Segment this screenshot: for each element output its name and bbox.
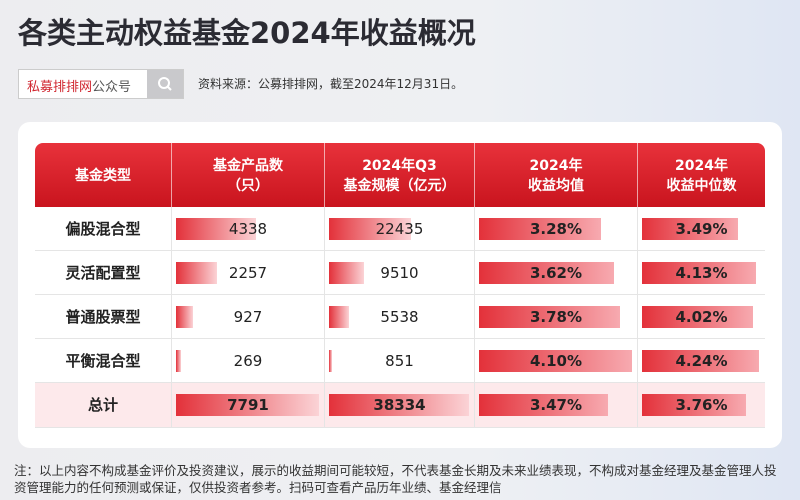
data-bar <box>479 394 609 416</box>
cell-value: 927 <box>233 308 263 326</box>
data-bar <box>642 218 739 240</box>
cell-value: 38334 <box>373 396 426 414</box>
data-bar <box>329 262 364 284</box>
header-text: 基金规模（亿元） <box>343 178 456 194</box>
data-bar <box>642 394 746 416</box>
table-header: 基金类型 基金产品数 （只） 2024年Q3 基金规模（亿元） 2024年 收益均值 2024… <box>35 143 765 207</box>
table-cell: 平衡混合型 <box>35 339 172 383</box>
search-button[interactable] <box>147 70 183 98</box>
data-bar <box>176 394 319 416</box>
title: 各类主动权益基金2024年收益概况 <box>18 16 476 50</box>
table-cell: 偏股混合型 <box>35 207 172 251</box>
table-cell: 4.13% <box>638 251 765 295</box>
data-bar <box>479 350 632 372</box>
table-cell: 普通股票型 <box>35 295 172 339</box>
header-text: 2024年 <box>675 158 728 174</box>
data-bar <box>642 350 759 372</box>
row-label: 偏股混合型 <box>65 220 141 238</box>
data-bar <box>329 394 469 416</box>
cell-value: 3.47% <box>529 396 583 414</box>
data-bar <box>176 262 218 284</box>
header-text: 收益均值 <box>528 178 584 194</box>
cell-value: 7791 <box>227 396 269 414</box>
header-text: 基金类型 <box>75 168 131 184</box>
total-cell: 3.47% <box>475 383 638 428</box>
cell-value: 851 <box>385 352 414 370</box>
brand: 私募排排网公众号 <box>27 76 131 95</box>
header-text: 2024年 <box>529 158 583 174</box>
header-text: 2024年Q3 <box>362 158 437 174</box>
table-cell: 927 <box>172 295 325 339</box>
row-label: 灵活配置型 <box>65 264 141 282</box>
table-cell: 4.24% <box>638 339 765 383</box>
table-cell: 9510 <box>325 251 475 295</box>
header-text: 基金产品数 <box>213 158 283 174</box>
cell-value: 4.10% <box>529 352 583 370</box>
data-bar <box>329 218 411 240</box>
header-cell: 基金类型 <box>35 143 172 207</box>
table-cell: 4338 <box>172 207 325 251</box>
row-label: 平衡混合型 <box>65 352 141 370</box>
source: 资料来源：公募排排网，截至2024年12月31日。 <box>198 77 464 91</box>
search-icon <box>158 77 172 91</box>
table-cell: 灵活配置型 <box>35 251 172 295</box>
total-cell: 38334 <box>325 383 475 428</box>
cell-value: 9510 <box>380 264 419 282</box>
cell-value: 5538 <box>380 308 419 326</box>
table-cell: 3.62% <box>475 251 638 295</box>
row-label: 普通股票型 <box>65 308 141 326</box>
data-bar <box>329 306 350 328</box>
table-cell: 22435 <box>325 207 475 251</box>
cell-value: 3.76% <box>675 396 728 414</box>
table-cell: 4.02% <box>638 295 765 339</box>
search-box[interactable]: 私募排排网公众号 <box>18 69 184 99</box>
data-bar <box>479 262 615 284</box>
data-bar <box>329 350 333 372</box>
table-cell: 3.49% <box>638 207 765 251</box>
header-text: （只） <box>227 178 269 194</box>
cell-value: 2257 <box>228 264 268 282</box>
cell-value: 3.49% <box>675 220 728 238</box>
brand-name: 私募排排网 <box>27 80 93 95</box>
table-cell: 4.10% <box>475 339 638 383</box>
header-cell: 2024年收益均值 <box>475 143 638 207</box>
header-cell: 2024年收益中位数 <box>638 143 765 207</box>
cell-value: 4338 <box>228 220 268 238</box>
table-cell: 851 <box>325 339 475 383</box>
header-cell: 2024年Q3 基金规模（亿元） <box>325 143 475 207</box>
data-bar <box>642 306 753 328</box>
note: 注：以上内容不构成基金评价及投资建议，展示的收益期间可能较短，不代表基金长期及未… <box>14 463 777 495</box>
total-cell: 总计 <box>35 383 172 428</box>
cell-value: 22435 <box>375 220 424 238</box>
cell-value: 3.62% <box>529 264 583 282</box>
cell-value: 269 <box>233 352 263 370</box>
table-body: 偏股混合型 4338 22435 3.28% 3.49% 灵活配置型 2257 9510 3.6… <box>35 207 765 428</box>
brand-suffix: 公众号 <box>92 80 132 95</box>
row-label: 总计 <box>87 396 118 414</box>
header-text: 收益中位数 <box>666 178 737 194</box>
data-bar <box>479 306 621 328</box>
data-bar <box>479 218 602 240</box>
table-cell: 2257 <box>172 251 325 295</box>
total-cell: 3.76% <box>638 383 765 428</box>
table-cell: 269 <box>172 339 325 383</box>
data-bar <box>176 350 181 372</box>
data-bar <box>176 218 256 240</box>
data-bar <box>176 306 193 328</box>
table-cell: 5538 <box>325 295 475 339</box>
cell-value: 3.28% <box>529 220 583 238</box>
cell-value: 4.24% <box>675 352 728 370</box>
table-cell: 3.78% <box>475 295 638 339</box>
cell-value: 4.02% <box>675 308 728 326</box>
total-cell: 7791 <box>172 383 325 428</box>
cell-value: 4.13% <box>675 264 728 282</box>
data-bar <box>642 262 756 284</box>
table-cell: 3.28% <box>475 207 638 251</box>
cell-value: 3.78% <box>529 308 583 326</box>
header-cell: 基金产品数 （只） <box>172 143 325 207</box>
